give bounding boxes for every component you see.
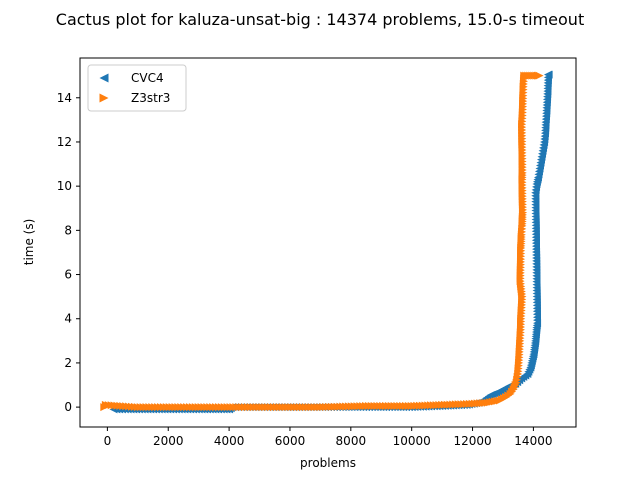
legend: CVC4 Z3str3 xyxy=(87,64,187,112)
y-tick-label: 12 xyxy=(57,135,72,149)
data-point xyxy=(535,71,544,80)
y-tick-label: 4 xyxy=(64,312,72,326)
plot-frame xyxy=(79,57,577,428)
legend-label-z3str3: Z3str3 xyxy=(131,91,170,105)
x-tick-label: 0 xyxy=(104,434,112,448)
y-tick-label: 10 xyxy=(57,179,72,193)
chart-title: Cactus plot for kaluza-unsat-big : 14374… xyxy=(56,10,584,29)
x-tick-label: 14000 xyxy=(514,434,552,448)
data-point xyxy=(544,70,553,79)
legend-label-cvc4: CVC4 xyxy=(131,71,164,85)
x-tick-label: 10000 xyxy=(393,434,431,448)
y-tick-label: 6 xyxy=(64,268,72,282)
x-tick-label: 2000 xyxy=(153,434,184,448)
legend-box xyxy=(87,64,187,112)
y-tick-label: 0 xyxy=(64,400,72,414)
x-axis: 0 2000 4000 6000 8000 10000 12000 14000 xyxy=(104,427,552,448)
x-tick-label: 8000 xyxy=(336,434,367,448)
series-cvc4 xyxy=(109,70,553,414)
y-axis: 0 2 4 6 8 10 12 14 xyxy=(57,91,80,414)
series-z3str3 xyxy=(100,71,544,412)
legend-marker-cvc4 xyxy=(99,73,109,83)
plot-area xyxy=(100,70,553,414)
y-tick-label: 8 xyxy=(64,223,72,237)
legend-marker-z3str3 xyxy=(99,93,109,103)
y-axis-label: time (s) xyxy=(22,219,36,266)
x-axis-label: problems xyxy=(300,456,356,470)
y-tick-label: 14 xyxy=(57,91,72,105)
x-tick-label: 6000 xyxy=(275,434,306,448)
x-tick-label: 4000 xyxy=(214,434,245,448)
x-tick-label: 12000 xyxy=(453,434,491,448)
y-tick-label: 2 xyxy=(64,356,72,370)
